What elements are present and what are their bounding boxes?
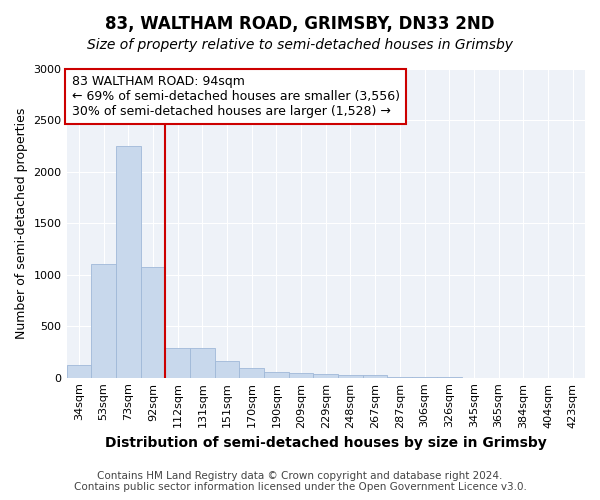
Text: 83, WALTHAM ROAD, GRIMSBY, DN33 2ND: 83, WALTHAM ROAD, GRIMSBY, DN33 2ND xyxy=(105,15,495,33)
Bar xyxy=(289,373,313,378)
Bar xyxy=(338,374,363,378)
Bar xyxy=(239,368,264,378)
Text: Contains HM Land Registry data © Crown copyright and database right 2024.
Contai: Contains HM Land Registry data © Crown c… xyxy=(74,471,526,492)
Bar xyxy=(67,366,91,378)
Bar xyxy=(190,348,215,378)
Bar xyxy=(264,372,289,378)
Bar xyxy=(116,146,140,378)
Y-axis label: Number of semi-detached properties: Number of semi-detached properties xyxy=(15,108,28,339)
Bar xyxy=(388,377,412,378)
Text: 83 WALTHAM ROAD: 94sqm
← 69% of semi-detached houses are smaller (3,556)
30% of : 83 WALTHAM ROAD: 94sqm ← 69% of semi-det… xyxy=(72,75,400,118)
Bar xyxy=(165,348,190,378)
Bar xyxy=(215,361,239,378)
Text: Size of property relative to semi-detached houses in Grimsby: Size of property relative to semi-detach… xyxy=(87,38,513,52)
Bar xyxy=(140,267,165,378)
X-axis label: Distribution of semi-detached houses by size in Grimsby: Distribution of semi-detached houses by … xyxy=(105,436,547,450)
Bar xyxy=(313,374,338,378)
Bar xyxy=(363,375,388,378)
Bar xyxy=(91,264,116,378)
